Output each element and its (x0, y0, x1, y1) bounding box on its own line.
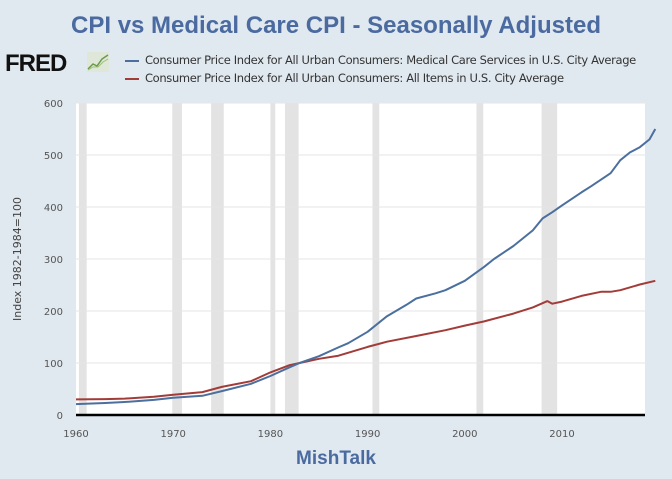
x-tick-labels: 1960 1970 1980 1990 2000 2010 (63, 429, 574, 440)
legend-swatch-medical (125, 59, 139, 62)
y-tick-label: 600 (44, 99, 63, 110)
chart-line-icon (87, 52, 109, 72)
x-tick-label: 2010 (549, 429, 574, 440)
y-tick-label: 400 (44, 203, 63, 214)
series-line-all-items (75, 279, 656, 401)
chart-title: CPI vs Medical Care CPI - Seasonally Adj… (71, 12, 601, 39)
y-tick-labels: 0 100 200 300 400 500 600 (44, 99, 63, 422)
series-lines (75, 128, 657, 406)
legend-label-all-items: Consumer Price Index for All Urban Consu… (145, 71, 564, 85)
x-tick-label: 1980 (258, 429, 283, 440)
gridlines (76, 102, 645, 364)
series-line-medical-care (75, 128, 657, 406)
x-tick-label: 1990 (355, 429, 380, 440)
x-tick-label: 2000 (452, 429, 477, 440)
fred-logo[interactable]: FRED (5, 50, 67, 77)
y-axis-label: Index 1982-1984=100 (11, 197, 24, 321)
legend-label-medical: Consumer Price Index for All Urban Consu… (145, 53, 636, 67)
x-tick-label: 1960 (63, 429, 88, 440)
y-tick-label: 500 (44, 151, 63, 162)
y-tick-label: 100 (44, 359, 63, 370)
footer-brand: MishTalk (296, 448, 376, 469)
x-tick-label: 1970 (160, 429, 185, 440)
y-tick-label: 200 (44, 307, 63, 318)
legend-swatch-all-items (125, 77, 139, 80)
y-tick-label: 0 (57, 411, 63, 422)
legend-item-medical: Consumer Price Index for All Urban Consu… (125, 53, 636, 67)
y-tick-label: 300 (44, 255, 63, 266)
legend-item-all-items: Consumer Price Index for All Urban Consu… (125, 71, 564, 85)
